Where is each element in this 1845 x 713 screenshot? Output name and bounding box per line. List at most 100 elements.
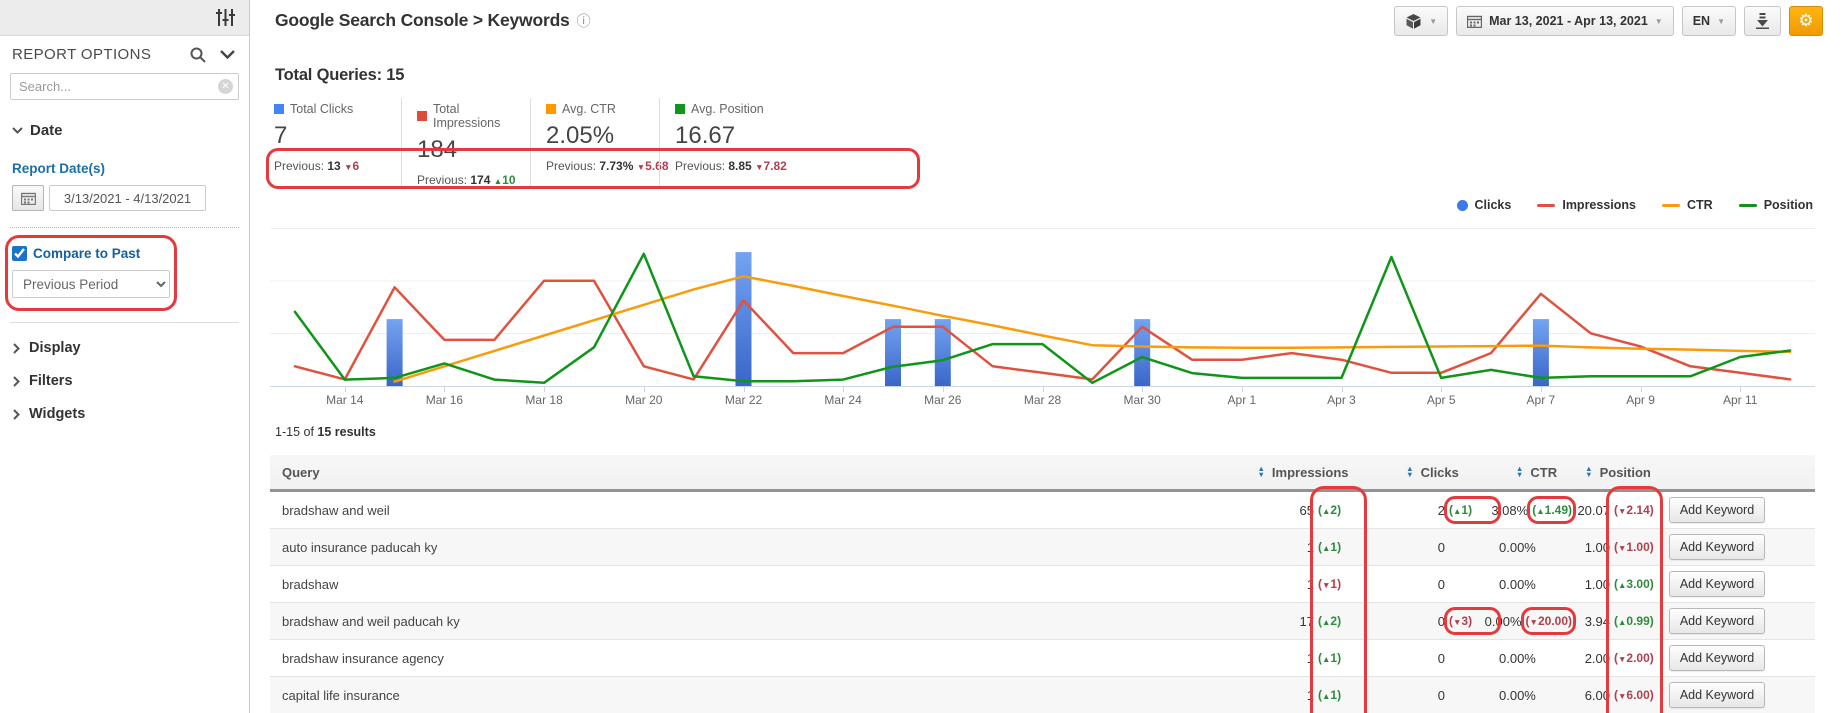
download-button[interactable] [1744,6,1781,36]
cell: 0 [1437,687,1445,703]
query-cell: bradshaw [282,576,339,592]
cell: 2.00 (▼2.00) [1584,650,1654,666]
report-dates-input[interactable] [49,185,206,211]
cell: 0.00% [1499,650,1536,666]
query-cell: capital life insurance [282,687,400,703]
info-icon[interactable]: ⓘ [576,12,591,29]
divider [10,322,239,323]
sidebar-item-filters[interactable]: Filters [0,373,249,389]
legend-dot-icon [1456,199,1468,211]
axis-tick [1341,387,1343,392]
legend-item-impressions[interactable]: Impressions [1537,198,1636,212]
metric-label: Total Clicks [274,102,401,116]
sort-arrows-icon: ▲ ▼ [1257,464,1265,479]
legend-line-icon [1537,203,1556,207]
axis-tick [1540,387,1542,392]
sidebar-search-input[interactable] [10,73,239,100]
table-header-row: Query ▲ ▼ Impressions ▲ ▼ Clicks ▲ ▼ CTR ▲ ▼… [270,455,1815,492]
cell: 0 [1437,539,1445,555]
date-range-button[interactable]: Mar 13, 2021 - Apr 13, 2021 ▼ [1456,6,1674,36]
axis-tick [1142,387,1144,392]
cell: 2 (▲1) [1366,496,1501,524]
delta-highlight-annotation: (▲1) [1444,496,1501,524]
metric-value: 2.05% [546,122,615,149]
legend-line-icon [1738,203,1757,207]
cell: 0.00% (▼20.00) [1484,607,1577,635]
axis-tick [1042,387,1044,392]
axis-tick [544,387,546,392]
add-keyword-button[interactable]: Add Keyword [1669,645,1765,671]
sidebar-topbar [0,0,249,36]
add-keyword-button[interactable]: Add Keyword [1669,571,1765,597]
column-header-impressions[interactable]: ▲ ▼ Impressions [1257,464,1349,480]
language-button[interactable]: EN ▼ [1681,6,1736,36]
add-keyword-button[interactable]: Add Keyword [1669,497,1765,523]
cell: 17 (▲2) [1299,613,1342,629]
sort-arrows-icon: ▲ ▼ [1515,464,1524,479]
legend-item-ctr[interactable]: CTR [1661,198,1713,212]
column-header-clicks[interactable]: ▲ ▼ Clicks [1406,464,1459,480]
cell: 3.94 (▲0.99) [1584,613,1654,629]
report-type-button[interactable]: ▼ [1394,6,1449,36]
axis-tick-label: Apr 7 [1526,393,1556,407]
cell: 0.00% [1499,576,1536,592]
metric-card-total-impressions: Total Impressions 184 Previous: 174 ▲10 [401,98,530,187]
add-keyword-button[interactable]: Add Keyword [1669,608,1765,634]
series-color-swatch-icon [274,104,284,114]
calendar-icon [1467,15,1483,28]
chart-x-axis: Mar 14 Mar 16 Mar 18 Mar 20 Mar 22 Mar 2… [270,387,1815,410]
cell: 0 [1437,576,1445,592]
cube-icon [1406,13,1421,29]
chevron-right-icon [13,408,20,420]
axis-tick [743,387,745,392]
chevron-right-icon [13,375,20,387]
clear-search-icon[interactable]: ✕ [218,79,233,94]
chevron-down-icon: ▼ [1429,16,1438,26]
chevron-down-icon: ▼ [1654,16,1663,26]
cell: 1 (▲1) [1306,539,1342,555]
delta-highlight-annotation: (▼20.00) [1520,607,1577,635]
legend-line-icon [1661,203,1680,207]
column-header-ctr[interactable]: ▲ ▼ CTR [1515,464,1558,480]
add-keyword-button[interactable]: Add Keyword [1669,682,1765,708]
table-row: bradshaw insurance agency 1 (▲1) 0 0.00% … [270,640,1815,677]
metric-card-total-clicks: Total Clicks 7 Previous: 13 ▼6 [272,98,401,187]
metric-card-avg-ctr: Avg. CTR 2.05% Previous: 7.73% ▼5.68 [530,98,669,187]
compare-to-past-checkbox[interactable] [12,246,27,261]
query-cell: bradshaw insurance agency [282,650,444,666]
report-options-sidebar: REPORT OPTIONS ✕ Date Report Date(s) [0,0,250,713]
cell: 0 [1437,650,1445,666]
report-options-header: REPORT OPTIONS [0,36,249,69]
axis-tick-label: Apr 1 [1227,393,1257,407]
sliders-icon[interactable] [216,9,235,26]
cell: 0.00% [1499,687,1536,703]
legend-item-position[interactable]: Position [1738,198,1813,212]
settings-gear-button[interactable]: ⚙ [1789,6,1823,36]
axis-tick-label: Mar 16 [425,393,464,407]
column-header-position[interactable]: ▲ ▼ Position [1585,464,1651,480]
axis-tick-label: Mar 24 [824,393,862,407]
compare-period-select[interactable]: Previous Period [12,270,170,298]
axis-tick [344,387,346,392]
calendar-button[interactable] [12,185,44,211]
section-date-toggle[interactable]: Date [0,122,249,139]
add-keyword-button[interactable]: Add Keyword [1669,534,1765,560]
cell: 1 (▲1) [1306,650,1342,666]
divider [10,227,239,228]
sidebar-item-widgets[interactable]: Widgets [0,406,249,422]
cell: 6.00 (▼6.00) [1584,687,1654,703]
section-date-label: Date [30,122,63,139]
chevron-down-icon: ▼ [1717,16,1725,26]
query-cell: bradshaw and weil paducah ky [282,613,460,629]
legend-item-clicks[interactable]: Clicks [1456,198,1511,212]
cell: 65 (▲2) [1299,502,1342,518]
gear-icon: ⚙ [1798,11,1814,30]
sidebar-item-display[interactable]: Display [0,340,249,356]
search-icon[interactable] [190,47,206,63]
axis-tick [1241,387,1243,392]
query-cell: auto insurance paducah ky [282,539,438,555]
collapse-panel-chevron-icon[interactable] [220,50,235,59]
column-header-query[interactable]: Query [282,464,320,480]
table-row: bradshaw and weil 65 (▲2) 2 (▲1) 3.08% (▲1.… [270,492,1815,529]
